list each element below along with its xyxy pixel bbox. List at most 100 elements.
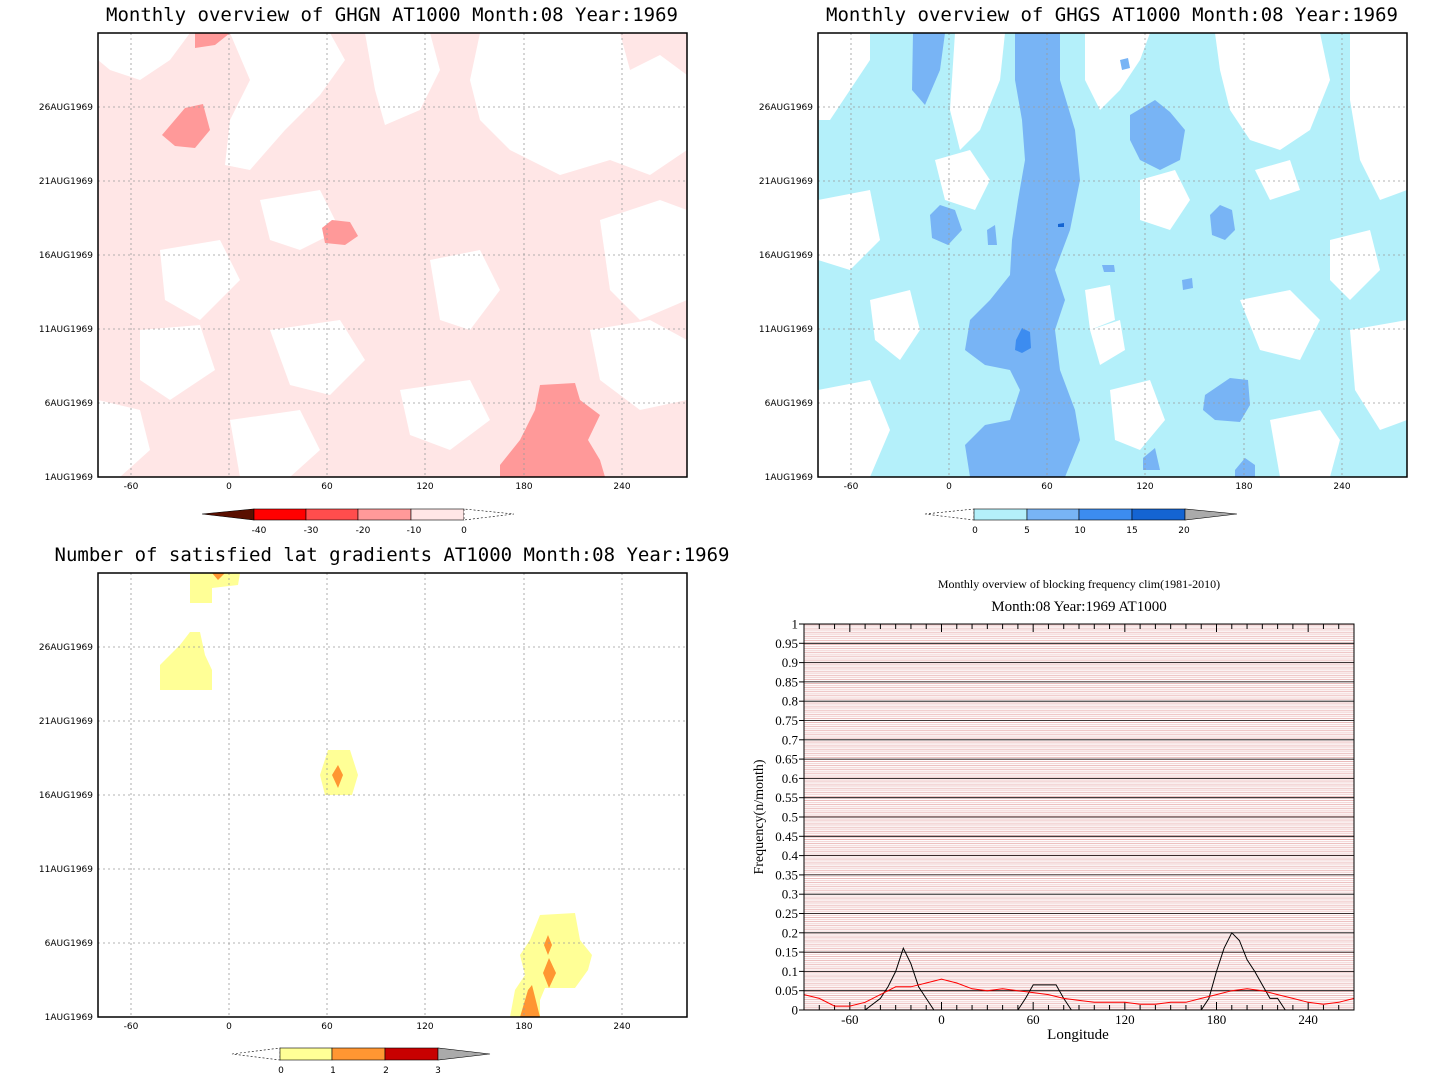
colorbar-arrow (231, 1047, 281, 1061)
colorbar-segment (1078, 508, 1133, 521)
ghgs-white-area (1240, 290, 1320, 360)
y-tick-label: 0.55 (775, 790, 798, 805)
x-tick-label: 0 (938, 1012, 945, 1027)
colorbar-label: 10 (1074, 526, 1086, 536)
blocking-y-ticks: 0 0.05 0.1 0.15 0.2 0.25 0.3 0.35 0.4 0.45 0.5 0.55… (775, 617, 804, 1018)
colorbar-label: 15 (1126, 526, 1137, 536)
latgrad-contours (160, 573, 592, 1017)
ghgs-white-area (1350, 33, 1407, 200)
x-tick-label: 60 (1027, 1012, 1040, 1027)
ghgn-white-area (270, 320, 365, 395)
colorbar-label: 0 (972, 526, 978, 536)
x-tick-label: -60 (844, 482, 859, 492)
colorbar-label: 5 (1024, 526, 1030, 536)
colorbar-label: -20 (356, 526, 371, 536)
x-tick-label: 240 (613, 1022, 630, 1032)
x-tick-label: 60 (321, 482, 333, 492)
x-tick-label: 120 (416, 1022, 433, 1032)
ghgn-white-area (365, 33, 440, 125)
panel-ghgs: Monthly overview of GHGS AT1000 Month:08… (759, 4, 1408, 536)
x-tick-label: 0 (946, 482, 952, 492)
colorbar-arrow (437, 1047, 491, 1061)
y-tick-label: 0.15 (775, 945, 798, 960)
y-tick-label: 0.2 (782, 925, 798, 940)
blocking-title: Monthly overview of blocking frequency c… (938, 577, 1220, 591)
y-tick-label: 1AUG1969 (45, 473, 94, 483)
x-tick-label: 120 (416, 482, 433, 492)
latgrad-patch-core (544, 935, 552, 955)
latgrad-title: Number of satisfied lat gradients AT1000… (55, 544, 730, 566)
ghgs-white-area (818, 190, 880, 270)
x-tick-label: 180 (1207, 1012, 1227, 1027)
ghgn-white-area (590, 320, 687, 410)
blocking-gridlines (804, 642, 1354, 992)
ghgn-white-area (225, 33, 345, 170)
colorbar-arrow (201, 508, 255, 521)
y-tick-label: 6AUG1969 (45, 399, 94, 409)
colorbar-segment (253, 508, 307, 521)
latgrad-y-ticks: 1AUG1969 6AUG1969 11AUG1969 16AUG1969 21… (39, 643, 93, 1023)
y-tick-label: 21AUG1969 (39, 177, 93, 187)
y-tick-label: 0.85 (775, 674, 798, 689)
y-tick-label: 0.4 (782, 848, 799, 863)
ghgs-anomaly-patch (987, 225, 997, 245)
ghgs-white-area (1085, 33, 1150, 110)
ghgs-white-area (1270, 410, 1340, 477)
y-tick-label: 1AUG1969 (45, 1013, 94, 1023)
ghgs-anomaly-core (1058, 223, 1064, 227)
ghgs-white-area (950, 33, 1005, 150)
colorbar-segment (279, 1047, 333, 1061)
ghgs-anomaly-patch (1130, 100, 1185, 170)
ghgs-white-area (1140, 170, 1190, 230)
y-tick-label: 0.9 (782, 655, 798, 670)
ghgs-white-area (1085, 285, 1115, 330)
y-tick-label: 0.35 (775, 867, 798, 882)
colorbar-label: -40 (252, 526, 267, 536)
colorbar-label: 3 (435, 1066, 441, 1076)
ghgs-grid (818, 33, 1407, 477)
ghgs-white-area (1215, 33, 1330, 150)
series-line-black (804, 931, 1354, 1011)
latgrad-patch-core (212, 573, 225, 580)
ghgs-colorbar: 0 5 10 15 20 (924, 508, 1238, 536)
colorbar-segment (1026, 508, 1080, 521)
y-tick-label: 0.7 (782, 732, 799, 747)
blocking-series (803, 931, 1355, 1011)
blocking-subtitle: Month:08 Year:1969 AT1000 (991, 599, 1166, 615)
x-tick-label: 240 (613, 482, 630, 492)
ghgn-title: Monthly overview of GHGN AT1000 Month:08… (106, 4, 678, 26)
x-tick-label: 60 (1041, 482, 1053, 492)
x-tick-label: 0 (226, 482, 232, 492)
x-tick-label: 120 (1115, 1012, 1135, 1027)
ghgs-title: Monthly overview of GHGS AT1000 Month:08… (826, 4, 1398, 26)
x-tick-label: -60 (841, 1012, 858, 1027)
x-tick-label: 240 (1298, 1012, 1318, 1027)
ghgs-white-area (818, 380, 890, 477)
blocking-y-axis-label: Frequency(n/month) (752, 759, 767, 874)
y-tick-label: 0.5 (782, 810, 798, 825)
ghgs-white-area (870, 290, 920, 360)
ghgs-anomaly-patch (1235, 458, 1255, 477)
ghgn-anomaly-patch (195, 33, 230, 48)
ghgn-x-ticks: -60 0 60 120 180 240 (124, 482, 631, 492)
ghgs-anomaly-patch (1182, 278, 1193, 290)
ghgn-anomaly-patch (162, 104, 210, 148)
y-tick-label: 0.6 (782, 771, 799, 786)
colorbar-segment (305, 508, 359, 521)
y-tick-label: 0.05 (775, 983, 798, 998)
y-tick-label: 26AUG1969 (759, 103, 813, 113)
ghgs-x-ticks: -60 0 60 120 180 240 (844, 482, 1351, 492)
latgrad-colorbar: 0 1 2 3 (231, 1047, 491, 1076)
y-tick-label: 1 (792, 617, 799, 632)
x-tick-label: 240 (1333, 482, 1350, 492)
latgrad-patch (160, 632, 212, 690)
colorbar-segment (973, 508, 1028, 521)
ghgn-grid (98, 33, 687, 477)
ghgn-white-area (400, 380, 490, 450)
y-tick-label: 0.65 (775, 752, 798, 767)
y-tick-label: 0.45 (775, 829, 798, 844)
colorbar-segment (331, 1047, 386, 1061)
y-tick-label: 26AUG1969 (39, 103, 93, 113)
colorbar-segment (410, 508, 465, 521)
y-tick-label: 21AUG1969 (39, 717, 93, 727)
